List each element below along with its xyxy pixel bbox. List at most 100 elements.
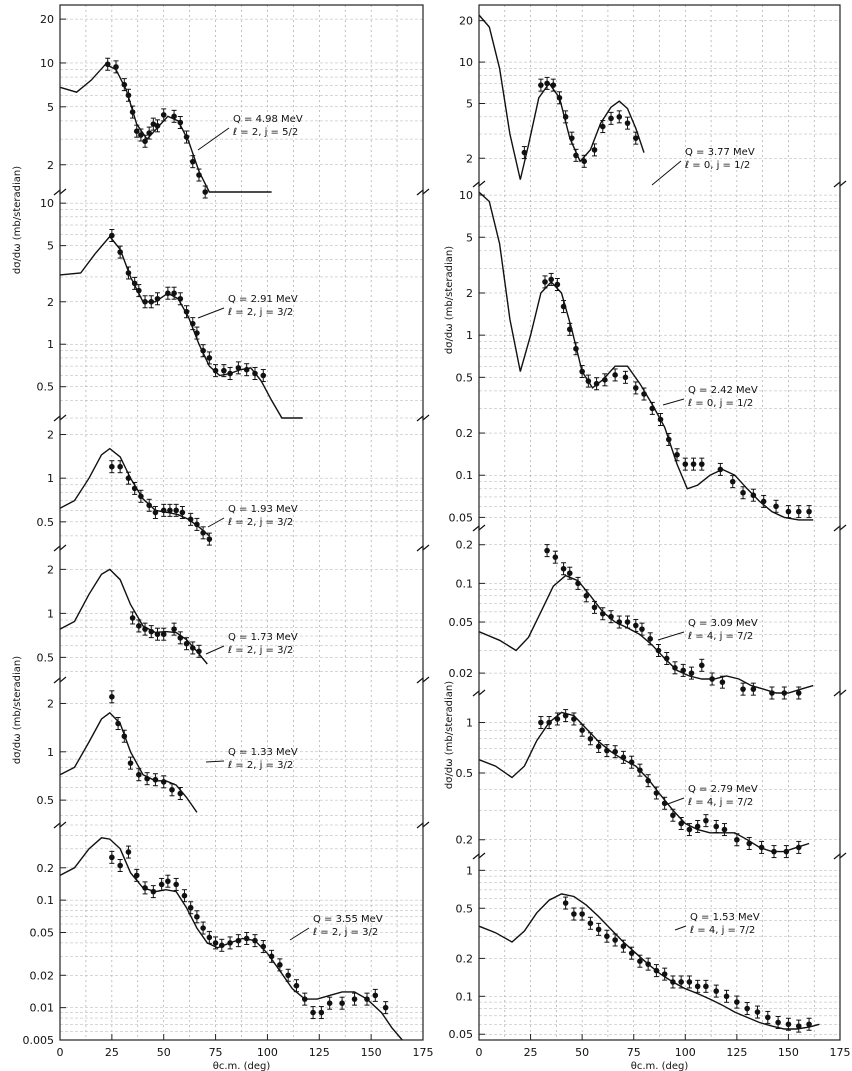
series-annotation: ℓ = 4, j = 7/2 — [688, 631, 753, 642]
data-point — [698, 461, 705, 467]
data-point — [604, 933, 610, 940]
data-point — [750, 492, 757, 499]
data-point — [160, 631, 167, 638]
y-tick-label: 10 — [459, 189, 473, 202]
data-point — [628, 950, 635, 956]
y-tick-label: 2 — [47, 697, 54, 710]
series-annotation: ℓ = 4, j = 7/2 — [688, 797, 753, 808]
data-point — [538, 719, 544, 726]
data-point — [196, 648, 202, 655]
data-point — [758, 844, 765, 851]
data-point — [339, 1000, 345, 1006]
data-point — [639, 626, 645, 632]
y-tick-label: 0.5 — [37, 794, 55, 807]
data-point — [218, 942, 225, 949]
data-point — [612, 937, 618, 943]
data-point — [129, 109, 136, 115]
data-point — [310, 1009, 316, 1016]
data-point — [109, 694, 115, 700]
series-annotation: ℓ = 4, j = 7/2 — [690, 925, 755, 936]
data-point — [521, 149, 528, 156]
data-point — [542, 279, 548, 285]
annotation-leader — [197, 307, 225, 319]
y-tick-label: 1 — [466, 717, 473, 730]
data-point — [142, 138, 148, 145]
data-point — [235, 365, 242, 371]
y-tick-label: 5 — [47, 101, 54, 114]
data-point — [694, 983, 701, 990]
data-point — [641, 391, 647, 397]
data-point — [649, 405, 656, 412]
data-point — [260, 372, 267, 379]
data-point — [171, 113, 177, 120]
data-point — [616, 114, 623, 120]
x-tick-label: 0 — [57, 1046, 64, 1059]
data-point — [655, 647, 662, 654]
series-annotation: ℓ = 2, j = 3/2 — [313, 927, 378, 938]
data-point — [670, 812, 676, 819]
data-point — [573, 152, 579, 159]
annotation-leader — [657, 631, 685, 641]
data-point — [729, 478, 736, 485]
series-annotation: Q = 1.33 MeV — [228, 747, 298, 758]
series-annotation: ℓ = 2, j = 3/2 — [228, 760, 293, 771]
y-tick-label: 0.05 — [449, 1028, 474, 1041]
y-tick-label: 0.2 — [37, 862, 55, 875]
data-point — [382, 1004, 389, 1011]
data-point — [142, 626, 148, 632]
data-point — [632, 135, 639, 141]
data-point — [746, 840, 753, 847]
data-point — [285, 972, 291, 979]
data-point — [196, 172, 202, 178]
data-point — [682, 461, 689, 467]
series-annotation: Q = 1.53 MeV — [690, 912, 760, 923]
data-point — [252, 937, 258, 944]
data-point — [719, 679, 726, 685]
data-point — [252, 370, 258, 377]
annotation-leader — [205, 645, 225, 655]
data-point — [183, 640, 190, 647]
annotation-leader — [207, 517, 225, 528]
data-point — [326, 1000, 333, 1006]
data-point — [177, 119, 184, 126]
data-point — [734, 836, 740, 843]
y-axis-label: dσ/dω (mb/steradian) — [12, 166, 23, 274]
y-tick-label: 0.01 — [30, 1002, 55, 1015]
data-point — [754, 1009, 761, 1015]
data-point — [647, 636, 654, 642]
data-point — [624, 120, 631, 126]
data-point — [645, 961, 651, 967]
y-tick-label: 0.5 — [456, 371, 474, 384]
data-point — [622, 374, 629, 381]
data-point — [581, 158, 588, 165]
data-point — [573, 345, 579, 352]
data-point — [740, 489, 746, 496]
data-point — [200, 347, 206, 354]
theory-curve — [478, 711, 810, 853]
data-point — [109, 854, 115, 861]
data-point — [167, 507, 173, 514]
y-tick-label: 0.5 — [37, 381, 55, 394]
y-tick-label: 2 — [47, 429, 54, 442]
data-point — [125, 475, 132, 481]
data-point — [593, 380, 600, 387]
data-point — [173, 881, 179, 888]
data-point — [698, 662, 705, 669]
data-point — [663, 655, 670, 662]
y-tick-label: 0.5 — [37, 516, 55, 529]
x-tick-label: 175 — [413, 1046, 434, 1059]
data-point — [138, 132, 144, 138]
y-tick-label: 1 — [47, 472, 54, 485]
data-point — [703, 983, 709, 990]
series-annotation: Q = 3.55 MeV — [313, 914, 383, 925]
data-point — [548, 276, 554, 283]
data-point — [212, 940, 219, 946]
data-point — [136, 287, 142, 294]
data-point — [562, 712, 569, 719]
data-point — [235, 937, 242, 944]
data-point — [121, 733, 128, 740]
data-point — [709, 676, 715, 682]
data-point — [200, 925, 206, 931]
annotation-leader — [664, 797, 685, 806]
